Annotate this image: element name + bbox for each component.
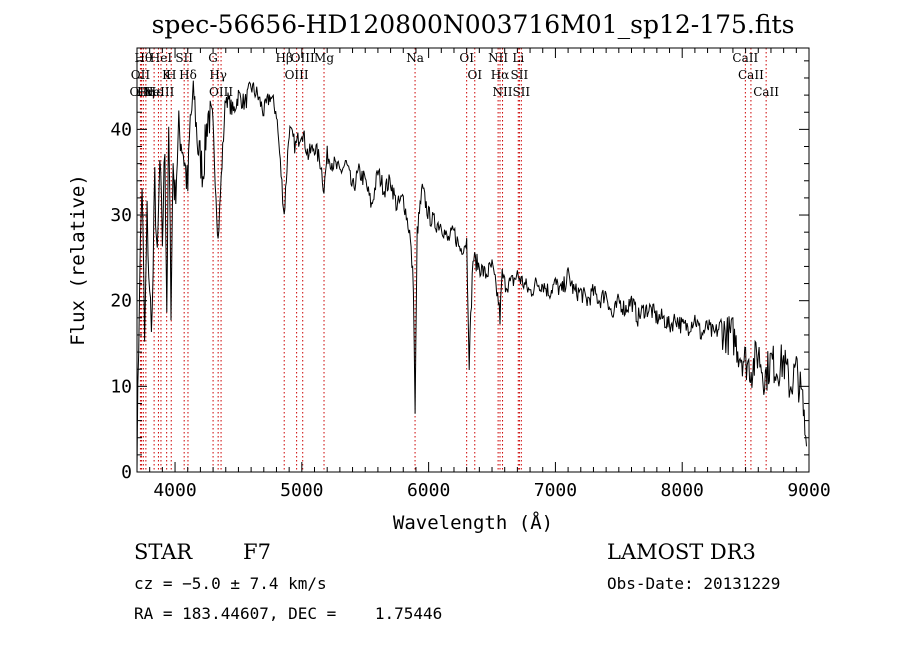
line-marker-label: OIII (285, 68, 309, 82)
x-tick-label: 6000 (407, 480, 450, 501)
x-tick-label: 8000 (661, 480, 704, 501)
line-marker-label: OII (131, 68, 151, 82)
line-marker-label: G (208, 51, 218, 65)
line-marker-label: NII (493, 85, 513, 99)
x-tick-label: 5000 (280, 480, 323, 501)
line-marker-label: Mg (314, 51, 334, 65)
line-marker-label: HeI (150, 51, 173, 65)
line-marker-label: CaII (732, 51, 758, 65)
y-tick-label: 40 (110, 119, 132, 140)
line-marker-label: Li (512, 51, 524, 65)
y-ticks: 0 10 20 30 40 (110, 60, 809, 483)
line-marker-label: Hθ (134, 51, 152, 65)
line-marker-label: OIII (291, 51, 315, 65)
line-marker-label: OIII (130, 85, 154, 99)
plot-frame (136, 47, 810, 473)
x-tick-label: 9000 (787, 480, 830, 501)
line-marker-label: OI (467, 68, 482, 82)
line-marker-label: Hδ (179, 68, 197, 82)
subclass-label: F7 (243, 540, 271, 564)
line-marker-label: Hε (146, 85, 163, 99)
line-marker-label: CaII (738, 68, 764, 82)
line-marker-label: Na (406, 51, 424, 65)
line-marker-label: Hβ (276, 51, 293, 65)
chart-title: spec-56656-HD120800N003716M01_sp12-175.f… (152, 10, 795, 39)
line-marker-label: K (162, 68, 172, 82)
line-marker-label: NeIII (143, 85, 175, 99)
line-marker-label: OIII (209, 85, 233, 99)
x-axis-label: Wavelength (Å) (393, 511, 553, 534)
ra-dec-text: RA = 183.44607, DEC = 1.75446 (134, 604, 443, 623)
y-axis-label: Flux (relative) (67, 174, 89, 346)
x-tick-label: 4000 (153, 480, 196, 501)
line-marker-label: H (166, 68, 176, 82)
x-ticks: 4000 5000 6000 7000 8000 9000 (149, 48, 831, 501)
class-label: STAR (134, 540, 193, 564)
y-tick-label: 30 (110, 205, 132, 226)
x-tick-label: 7000 (534, 480, 577, 501)
line-marker-label: Hγ (209, 68, 227, 82)
survey-label: LAMOST DR3 (607, 540, 756, 564)
y-tick-label: 10 (110, 376, 132, 397)
line-marker-label: SII (175, 51, 193, 65)
redshift-text: cz = −5.0 ± 7.4 km/s (134, 574, 327, 593)
y-tick-label: 20 (110, 291, 132, 312)
spectrum-series (136, 80, 807, 473)
line-marker-label: NII (488, 51, 508, 65)
line-marker-label: SII (512, 85, 530, 99)
y-tick-label: 0 (121, 462, 132, 483)
line-marker-labels: HθOIIOIIIHηHεNeIIIHeIKHSIIHδGHγOIIIHβOII… (130, 51, 780, 99)
line-marker-label: CaII (753, 85, 779, 99)
line-marker-label: SII (511, 68, 529, 82)
spectrum-line (136, 80, 807, 473)
line-marker-label: OI (459, 51, 474, 65)
line-marker-label: Hα (491, 68, 510, 82)
obs-date-text: Obs-Date: 20131229 (607, 574, 781, 593)
